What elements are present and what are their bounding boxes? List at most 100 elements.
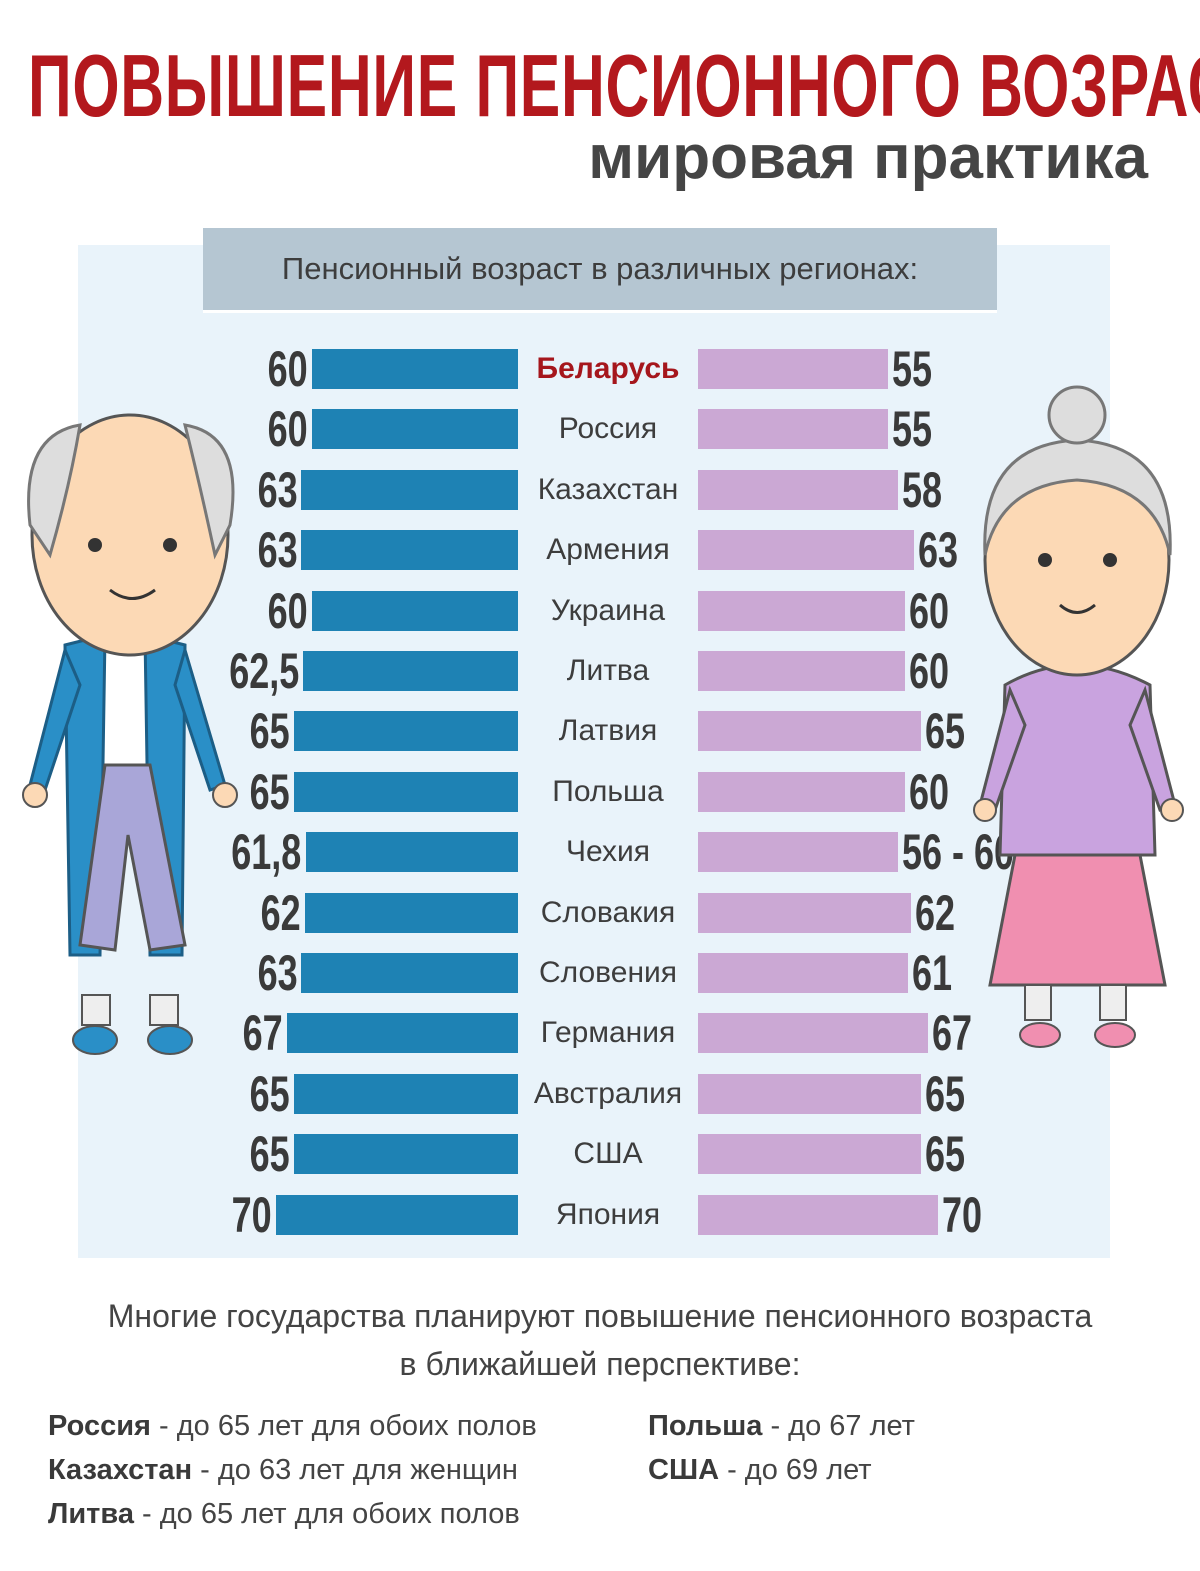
female-bar [698, 1073, 921, 1114]
plan-country: Польша [648, 1410, 763, 1442]
chart-row: 65 Польша 60 [0, 762, 1200, 822]
male-value-label: 63 [257, 461, 298, 518]
male-value-label: 63 [257, 945, 298, 1001]
female-value-label: 63 [918, 522, 959, 579]
country-label: США [573, 1137, 643, 1171]
chart-row: 65 Латвия 65 [0, 701, 1200, 761]
chart-title-box: Пенсионный возраст в различных регионах: [203, 228, 997, 313]
main-title: ПОВЫШЕНИЕ ПЕНСИОННОГО ВОЗРАСТА - [28, 36, 1200, 135]
plan-item: США - до 69 лет [648, 1450, 872, 1490]
male-bar [294, 1073, 518, 1114]
old-man-illustration [22, 413, 238, 1055]
male-value-label: 63 [257, 522, 298, 579]
country-label: Япония [555, 1197, 661, 1231]
female-bar [698, 953, 908, 993]
male-bar [303, 651, 518, 691]
subtitle: мировая практика [588, 123, 1148, 192]
chart-row: 62 Словакия 62 [0, 883, 1200, 943]
plan-item: Казахстан - до 63 лет для женщин [48, 1450, 518, 1490]
chart-row: 65 Австралия 65 [0, 1064, 1200, 1124]
female-value-label: 60 [908, 763, 949, 820]
footer-note-line2: в ближайшей перспективе: [399, 1346, 801, 1382]
female-value-label: 65 [925, 1065, 966, 1122]
male-bar [312, 590, 518, 631]
country-label: Армения [546, 533, 670, 567]
chart-title: Пенсионный возраст в различных регионах: [281, 251, 919, 286]
chart-row: 62,5 Литва 60 [0, 641, 1200, 701]
country-label: Германия [540, 1016, 676, 1050]
female-bar [698, 530, 915, 571]
male-bar [301, 953, 518, 993]
male-bar [301, 530, 518, 571]
plan-country: Литва [48, 1498, 134, 1530]
country-label: Украина [550, 593, 666, 627]
chart-panel [78, 245, 1110, 1258]
male-bar [286, 1013, 518, 1054]
country-label: Польша [552, 774, 664, 808]
country-label: Литва [566, 654, 650, 687]
plan-text: - до 63 лет для женщин [192, 1454, 518, 1486]
male-value-label: 67 [242, 1005, 283, 1062]
plan-item: Россия - до 65 лет для обоих полов [48, 1406, 537, 1446]
chart-row: 61,8 Чехия 56 - 60 [0, 822, 1200, 882]
country-label: Казахстан [537, 472, 679, 506]
female-value-label: 56 - 60 [901, 824, 1014, 881]
male-bar [301, 469, 518, 510]
male-value-label: 61,8 [231, 824, 302, 881]
country-label: Чехия [565, 835, 651, 869]
country-label: Австралия [533, 1076, 683, 1110]
chart-row: 60 Россия 55 [0, 399, 1200, 459]
male-value-label: 65 [249, 763, 290, 820]
chart-row: 67 Германия 67 [0, 1003, 1200, 1063]
old-woman-illustration [973, 385, 1184, 1048]
plan-item: Польша - до 67 лет [648, 1406, 915, 1446]
male-value-label: 65 [249, 1065, 290, 1122]
chart-row: 60 Украина 60 [0, 581, 1200, 641]
female-bar [698, 409, 888, 450]
female-value-label: 55 [892, 401, 933, 458]
male-bar [294, 711, 518, 752]
female-bar [698, 832, 898, 873]
chart-row: 60 Беларусь 55 [0, 339, 1200, 399]
plan-text: - до 65 лет для обоих полов [133, 1498, 520, 1530]
chart-row: 63 Казахстан 58 [0, 460, 1200, 520]
female-value-label: 67 [931, 1005, 972, 1062]
male-value-label: 65 [249, 703, 290, 760]
plan-text: - до 67 лет [762, 1410, 915, 1442]
male-value-label: 70 [231, 1186, 272, 1243]
country-label: Беларусь [536, 352, 680, 385]
chart-row: 63 Армения 63 [0, 520, 1200, 580]
chart-row: 65 США 65 [0, 1124, 1200, 1184]
male-bar [294, 771, 518, 812]
male-bar [305, 832, 518, 873]
female-value-label: 62 [915, 884, 956, 941]
plan-item: Литва - до 65 лет для обоих полов [48, 1494, 520, 1534]
male-bar [312, 409, 518, 450]
male-bar [276, 1194, 518, 1235]
female-bar [698, 651, 905, 691]
male-value-label: 60 [267, 401, 308, 458]
female-bar [698, 711, 921, 752]
female-value-label: 58 [901, 461, 942, 518]
male-bar [304, 892, 518, 933]
male-value-label: 60 [267, 341, 308, 397]
country-label: Россия [558, 412, 658, 446]
country-label: Словения [538, 956, 678, 989]
female-bar [698, 590, 905, 631]
female-value-label: 55 [892, 341, 933, 397]
male-value-label: 65 [249, 1126, 290, 1183]
male-value-label: 62,5 [228, 643, 299, 699]
female-bar [698, 892, 912, 933]
female-bar [698, 1134, 921, 1175]
male-value-label: 60 [267, 582, 308, 639]
country-label: Словакия [540, 895, 676, 929]
female-value-label: 61 [911, 945, 952, 1001]
male-bar [312, 349, 518, 389]
plan-country: Казахстан [48, 1454, 193, 1486]
female-bar [698, 771, 905, 812]
male-bar [294, 1134, 518, 1175]
chart-row: 70 Япония 70 [0, 1185, 1200, 1245]
female-bar [698, 469, 898, 510]
female-bar [698, 1013, 928, 1054]
